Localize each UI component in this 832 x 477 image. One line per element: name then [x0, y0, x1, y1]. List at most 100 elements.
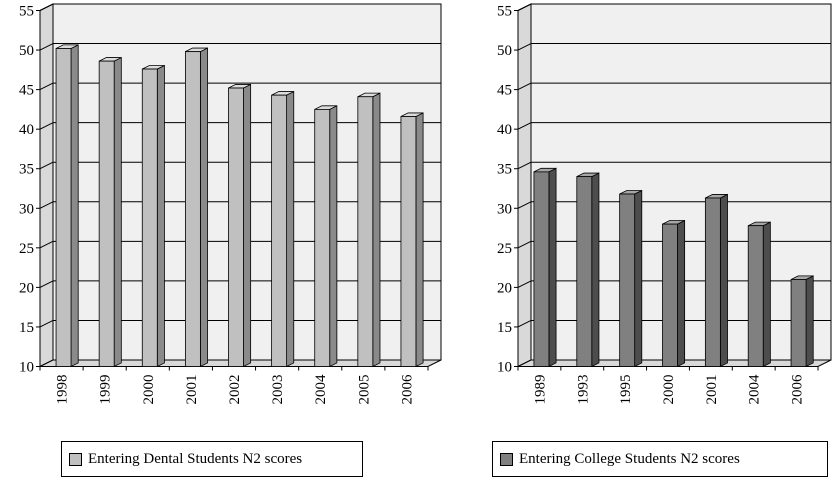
- gridline-side: [517, 280, 532, 288]
- y-tick-label: 10: [497, 360, 512, 376]
- y-tick-label: 10: [19, 360, 34, 376]
- gridline-side: [39, 201, 54, 209]
- bar-front: [790, 279, 807, 367]
- bar: [619, 189, 643, 368]
- x-tick-label: 2004: [747, 374, 763, 405]
- bar-front: [228, 87, 244, 367]
- x-tick-label: 2002: [227, 375, 243, 405]
- gridline-side: [39, 319, 54, 328]
- legend-swatch-dental: [69, 452, 82, 466]
- bar-side: [677, 219, 686, 368]
- y-tick-label: 35: [19, 162, 34, 178]
- bar-side: [762, 221, 771, 368]
- gridline-side: [517, 3, 532, 11]
- gridline-side: [517, 161, 532, 170]
- bar-side: [199, 47, 208, 368]
- legend-dental: Entering Dental Students N2 scores: [61, 441, 363, 477]
- bar-front: [98, 60, 115, 367]
- bar: [228, 83, 252, 368]
- plot-side-wall: [517, 3, 532, 368]
- x-tick-label: 1999: [98, 375, 114, 405]
- y-tick-label: 50: [497, 43, 512, 59]
- bar: [98, 56, 122, 368]
- bar-side: [113, 56, 122, 368]
- bar-side: [329, 105, 338, 368]
- y-tick-label: 15: [19, 320, 34, 336]
- bar: [533, 167, 557, 368]
- x-tick-label: 1998: [55, 375, 71, 405]
- bar-front: [271, 94, 288, 367]
- bar-front: [662, 223, 678, 367]
- gridline-side: [39, 122, 54, 130]
- bar-side: [243, 83, 252, 368]
- chart-0: 10 15 20 25 30 35 40 45 50 55 1998 1999 2000 2001 2002…: [19, 3, 442, 405]
- bar-front: [357, 96, 374, 367]
- gridline-side: [517, 122, 532, 130]
- bar: [184, 47, 208, 368]
- x-tick-label: 1995: [618, 375, 634, 405]
- bar: [400, 112, 424, 368]
- x-tick-label: 2005: [356, 375, 372, 405]
- gridline-side: [517, 82, 532, 91]
- x-tick-label: 2001: [184, 375, 200, 405]
- bar: [704, 193, 728, 368]
- x-tick-label: 2006: [399, 374, 415, 405]
- bar-front: [184, 51, 201, 367]
- bar-front: [704, 197, 721, 367]
- bar-side: [156, 64, 165, 368]
- bar-side: [286, 90, 295, 368]
- bar-side: [805, 275, 814, 368]
- gridline-side: [517, 240, 532, 249]
- bar-front: [314, 108, 331, 367]
- y-tick-label: 30: [497, 201, 512, 217]
- y-tick-label: 45: [497, 83, 512, 99]
- bar-side: [719, 193, 728, 368]
- legend-college: Entering College Students N2 scores: [492, 441, 828, 477]
- x-tick-label: 2000: [661, 375, 677, 405]
- bar-side: [70, 44, 79, 368]
- y-tick-label: 45: [19, 83, 34, 99]
- bar: [357, 92, 381, 368]
- bar-front: [576, 176, 593, 367]
- bar-side: [548, 167, 557, 368]
- x-tick-label: 2003: [270, 375, 286, 405]
- bar-side: [591, 172, 600, 368]
- bar-front: [747, 225, 764, 367]
- y-tick-label: 35: [497, 162, 512, 178]
- bar: [141, 64, 165, 368]
- bar: [55, 44, 79, 368]
- bar-side: [634, 189, 643, 368]
- gridline-side: [39, 82, 54, 91]
- gridline-side: [39, 240, 54, 249]
- bar-front: [141, 68, 158, 367]
- y-tick-label: 40: [497, 122, 512, 138]
- y-tick-label: 25: [19, 241, 34, 257]
- bar: [747, 221, 771, 368]
- gridline-side: [39, 280, 54, 288]
- bar-front: [533, 171, 550, 367]
- gridline-side: [39, 43, 54, 51]
- bar: [271, 90, 295, 368]
- legend-label-dental: Entering Dental Students N2 scores: [88, 450, 303, 467]
- y-tick-label: 55: [497, 4, 512, 20]
- gridline-side: [517, 201, 532, 209]
- legend-swatch-college: [500, 452, 513, 466]
- bar-front: [400, 116, 417, 367]
- y-tick-label: 15: [497, 320, 512, 336]
- x-tick-label: 1989: [532, 375, 548, 405]
- gridline-side: [39, 161, 54, 170]
- bar: [790, 275, 814, 368]
- gridline-side: [39, 3, 54, 11]
- y-tick-label: 50: [19, 43, 34, 59]
- y-tick-label: 55: [19, 4, 34, 20]
- x-tick-label: 2000: [141, 375, 157, 405]
- y-tick-label: 30: [19, 201, 34, 217]
- chart-1: 10 15 20 25 30 35 40 45 50 55 1989 1993 1995 2000 2001…: [497, 3, 832, 405]
- x-tick-label: 2006: [790, 374, 806, 405]
- gridline-side: [517, 319, 532, 328]
- bar: [576, 172, 600, 368]
- x-tick-label: 2001: [704, 375, 720, 405]
- bar: [662, 219, 686, 368]
- y-tick-label: 40: [19, 122, 34, 138]
